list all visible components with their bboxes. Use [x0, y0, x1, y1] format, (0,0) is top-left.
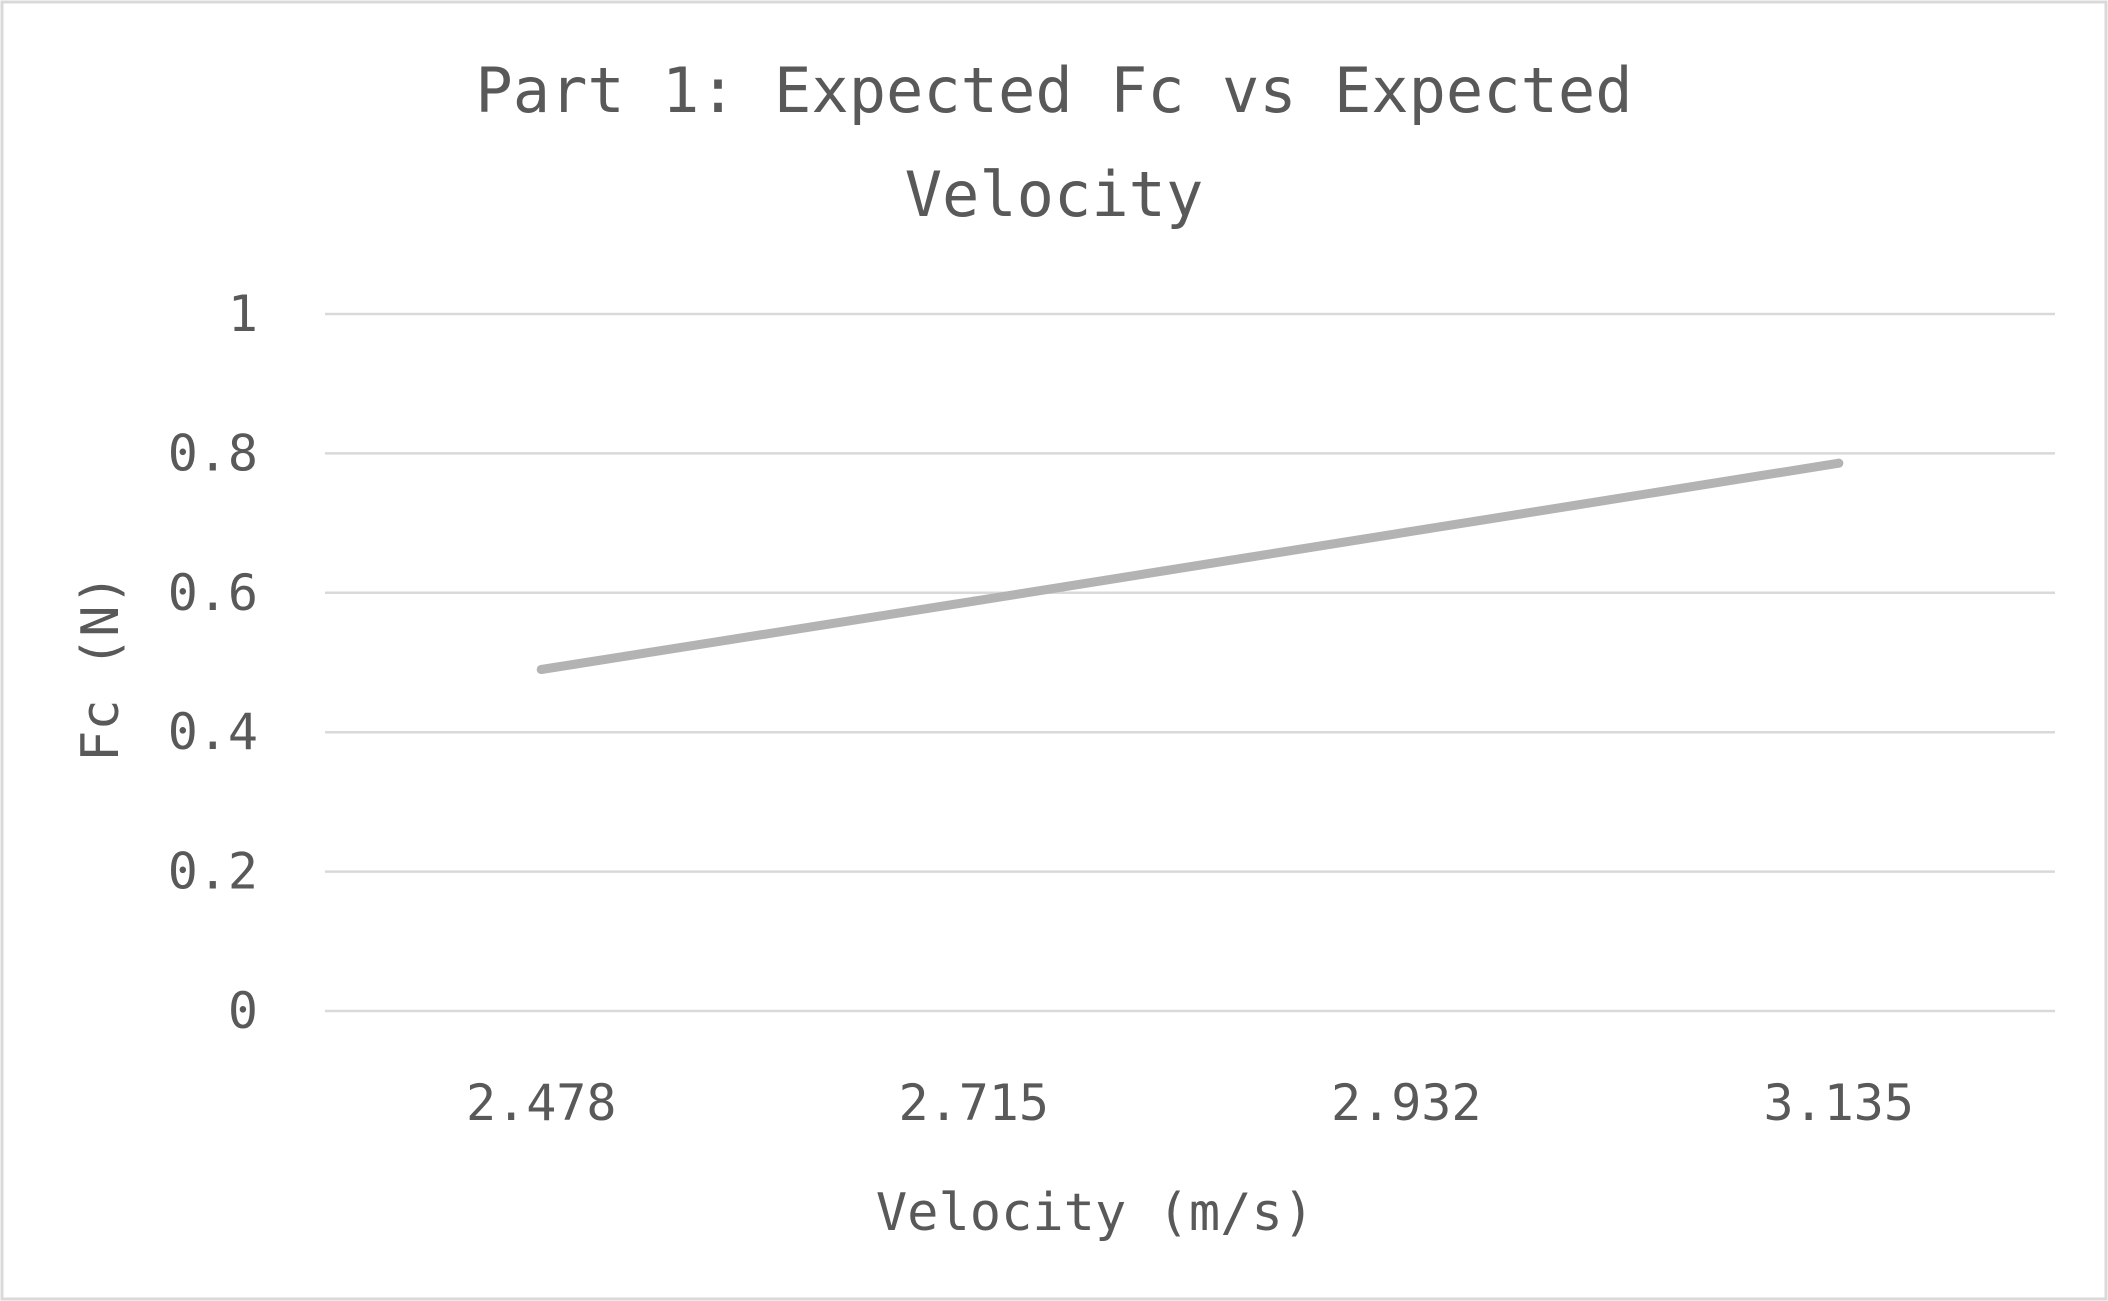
x-axis-title: Velocity (m/s)	[876, 1183, 1314, 1243]
x-tick-label: 2.478	[466, 1074, 617, 1132]
y-tick-label: 0.6	[168, 564, 258, 622]
series-line-0	[536, 458, 1844, 674]
y-axis-title: Fc (N)	[71, 574, 131, 762]
data-point	[1401, 527, 1411, 537]
y-axis-ticks: 0 0.2 0.4 0.6 0.8 1	[168, 285, 258, 1040]
y-tick-label: 0	[228, 982, 258, 1040]
gridlines	[325, 312, 2055, 1013]
x-tick-label: 2.715	[898, 1074, 1049, 1132]
data-point	[969, 596, 979, 606]
y-tick-label: 0.4	[168, 703, 258, 761]
y-tick-label: 0.2	[168, 843, 258, 901]
data-point	[536, 664, 546, 674]
data-point	[1834, 458, 1844, 468]
x-tick-label: 2.932	[1331, 1074, 1482, 1132]
x-tick-label: 3.135	[1763, 1074, 1914, 1132]
chart-title-line-2: Velocity	[905, 158, 1204, 231]
y-tick-label: 1	[228, 285, 258, 343]
series-layer	[536, 458, 1844, 674]
chart-title-line-1: Part 1: Expected Fc vs Expected	[475, 54, 1632, 127]
y-tick-label: 0.8	[168, 424, 258, 482]
x-axis-ticks: 2.478 2.715 2.932 3.135	[466, 1074, 1914, 1132]
